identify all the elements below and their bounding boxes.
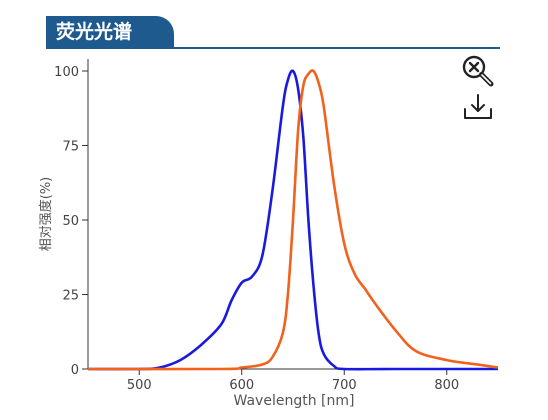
panel-title: 荧光光谱	[46, 16, 174, 48]
y-tick-label: 50	[62, 214, 79, 229]
x-tick-label: 600	[229, 378, 254, 393]
panel-header: 荧光光谱	[46, 12, 500, 50]
x-axis-label: Wavelength [nm]	[234, 393, 355, 409]
y-axis-label: 相对强度(%)	[38, 177, 54, 252]
download-icon[interactable]	[461, 92, 497, 124]
header-divider	[46, 47, 500, 49]
y-tick-label: 75	[62, 140, 79, 155]
x-tick-label: 500	[127, 378, 152, 393]
zoom-reset-icon[interactable]	[461, 52, 497, 88]
y-tick-label: 25	[62, 289, 79, 304]
emission-spectrum-line	[87, 69, 499, 371]
y-tick-label: 0	[71, 363, 79, 378]
x-tick-label: 800	[434, 378, 459, 393]
y-tick-label: 100	[54, 65, 79, 80]
x-tick-label: 700	[332, 378, 357, 393]
excitation-spectrum-line	[87, 69, 498, 371]
